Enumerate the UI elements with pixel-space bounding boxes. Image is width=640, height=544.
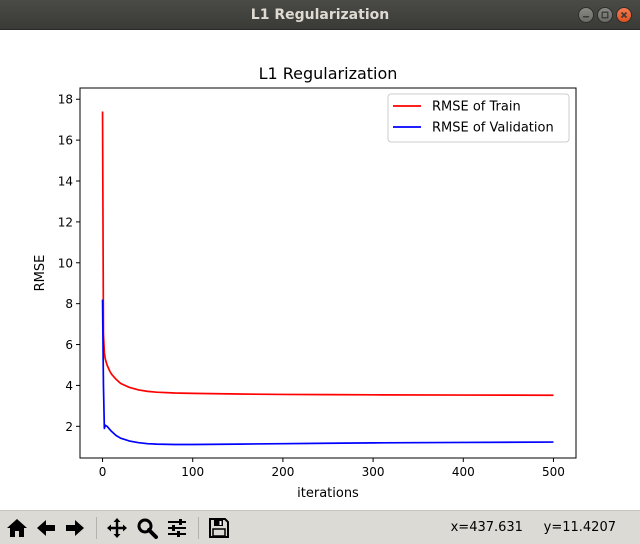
y-tick-label: 12	[58, 215, 73, 229]
series-line-validation	[101, 299, 554, 446]
save-button[interactable]	[206, 515, 232, 541]
x-tick-label: 300	[362, 465, 385, 479]
cursor-x: x=437.631	[450, 520, 523, 535]
cursor-coordinates: x=437.631 y=11.4207	[451, 520, 616, 535]
maximize-icon	[601, 11, 609, 19]
y-tick-label: 10	[58, 256, 73, 270]
legend-box	[387, 93, 570, 143]
toolbar-separator	[96, 517, 97, 539]
y-axis-label: RMSE	[33, 255, 48, 292]
y-tick-label: 14	[58, 175, 73, 189]
zoom-button[interactable]	[134, 515, 160, 541]
forward-button[interactable]	[62, 515, 88, 541]
series-layer	[101, 111, 554, 446]
configure-subplots-icon	[168, 519, 186, 537]
pan-button[interactable]	[104, 515, 130, 541]
y-tick-label: 4	[65, 379, 73, 393]
y-axis-ticks: 2 4 6 8 10 12 14 16 18	[58, 93, 80, 434]
home-button[interactable]	[4, 515, 30, 541]
legend: RMSE of Train RMSE of Validation	[387, 93, 570, 143]
line-chart: L1 Regularization 0 100 200 300 400 500 2 4 6 8 1…	[33, 64, 577, 501]
zoom-icon	[137, 518, 158, 539]
toolbar-separator	[198, 517, 199, 539]
legend-label-train: RMSE of Train	[432, 100, 521, 115]
x-axis-ticks: 0 100 200 300 400 500	[99, 458, 565, 479]
x-tick-label: 500	[542, 465, 565, 479]
back-icon	[37, 520, 55, 536]
x-tick-label: 200	[271, 465, 294, 479]
close-button[interactable]	[616, 7, 632, 23]
cursor-y: y=11.4207	[543, 520, 616, 535]
window-titlebar: L1 Regularization	[0, 0, 640, 30]
x-tick-label: 100	[181, 465, 204, 479]
forward-icon	[66, 520, 84, 536]
y-tick-label: 18	[58, 93, 73, 107]
x-tick-label: 400	[452, 465, 475, 479]
window-title: L1 Regularization	[250, 7, 390, 23]
series-line-train	[101, 111, 554, 397]
chart-title: L1 Regularization	[259, 64, 398, 83]
y-tick-label: 16	[58, 134, 73, 148]
navigation-toolbar: x=437.631 y=11.4207	[0, 510, 640, 544]
close-icon	[620, 11, 628, 19]
minimize-button[interactable]	[578, 7, 594, 23]
x-tick-label: 0	[99, 465, 107, 479]
legend-label-validation: RMSE of Validation	[432, 121, 554, 136]
home-icon	[7, 519, 27, 537]
y-tick-label: 6	[65, 338, 73, 352]
y-tick-label: 8	[65, 297, 73, 311]
x-axis-label: iterations	[297, 486, 359, 501]
maximize-button[interactable]	[597, 7, 613, 23]
minimize-icon	[583, 16, 589, 18]
window-controls	[578, 7, 632, 23]
back-button[interactable]	[33, 515, 59, 541]
figure-canvas[interactable]: L1 Regularization 0 100 200 300 400 500 2 4 6 8 1…	[0, 30, 640, 510]
configure-subplots-button[interactable]	[164, 515, 190, 541]
save-icon	[209, 518, 229, 538]
pan-icon	[107, 518, 127, 538]
y-tick-label: 2	[65, 420, 73, 434]
plot-axes	[79, 87, 577, 459]
